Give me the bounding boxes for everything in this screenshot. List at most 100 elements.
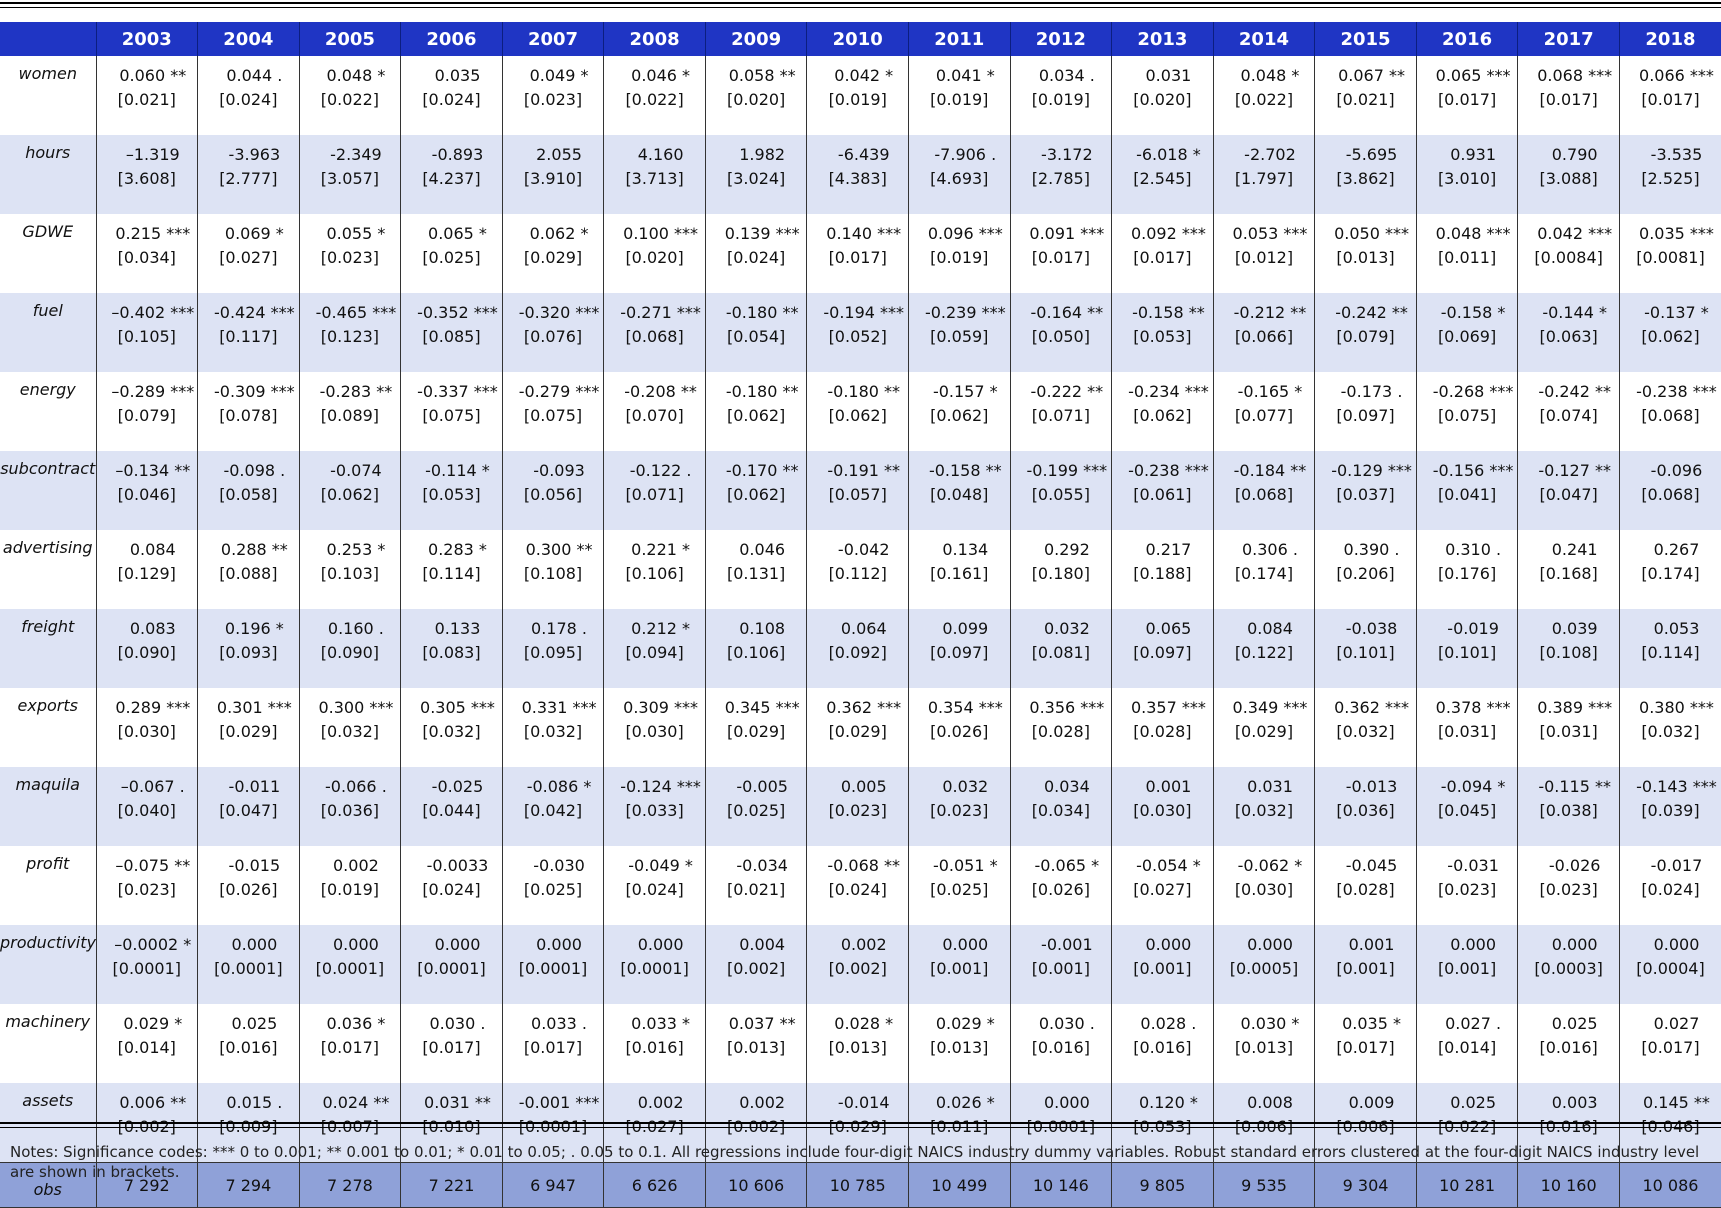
standard-error: [0.057] (828, 485, 887, 504)
estimate-cell: 0.108 [0.106] (705, 609, 808, 688)
estimate-cell: 0.002 [0.019] (299, 846, 402, 925)
standard-error: [0.047] (1539, 485, 1598, 504)
estimate-cell: 0.267 [0.174] (1619, 530, 1721, 609)
standard-error: [0.062] (320, 485, 380, 504)
coefficient: -0.129 *** (1331, 461, 1412, 480)
corner-header (0, 22, 97, 56)
estimate-cell: 0.091 *** [0.017] (1010, 214, 1113, 293)
coefficient: 0.139 *** (724, 224, 800, 243)
coefficient: -0.051 * (932, 856, 998, 875)
coefficient: 0.025 (231, 1014, 278, 1033)
coefficient: 0.032 (942, 777, 989, 796)
estimate-cell: -0.158 * [0.069] (1416, 293, 1519, 372)
standard-error: [0.206] (1336, 564, 1395, 583)
estimate-cell: 0.048 * [0.022] (1213, 56, 1316, 135)
coefficient: 0.067 ** (1338, 66, 1405, 85)
estimate-cell: 0.067 ** [0.021] (1314, 56, 1417, 135)
estimate-cell: 0.306 . [0.174] (1213, 530, 1316, 609)
estimate-cell: 0.069 * [0.027] (197, 214, 300, 293)
coefficient: –0.075 ** (115, 856, 191, 875)
estimate-cell: -0.065 * [0.026] (1010, 846, 1113, 925)
estimate-cell: 0.041 * [0.019] (908, 56, 1011, 135)
estimate-cell: 0.031 [0.020] (1111, 56, 1214, 135)
standard-error: [0.101] (1437, 643, 1497, 662)
standard-error: [0.027] (625, 1117, 684, 1136)
coefficient: -0.199 *** (1026, 461, 1108, 480)
coefficient: 0.060 ** (119, 66, 187, 85)
coefficient: 0.108 (739, 619, 786, 638)
coefficient: 0.027 (1653, 1014, 1700, 1033)
estimate-cell: -0.238 *** [0.068] (1619, 372, 1721, 451)
standard-error: [0.114] (1641, 643, 1700, 662)
estimate-cell: 0.790 [3.088] (1517, 135, 1620, 214)
estimate-cell: -7.906 . [4.693] (908, 135, 1011, 214)
standard-error: [2.525] (1641, 169, 1700, 188)
coefficient: 0.300 *** (318, 698, 394, 717)
estimate-cell: 0.084 [0.122] (1213, 609, 1316, 688)
coefficient: -0.239 *** (924, 303, 1006, 322)
standard-error: [0.041] (1437, 485, 1497, 504)
standard-error: [0.062] (930, 406, 989, 425)
coefficient: 0.027 . (1445, 1014, 1502, 1033)
coefficient: -0.238 *** (1636, 382, 1717, 401)
standard-error: [0.016] (1031, 1038, 1090, 1057)
standard-error: [0.0001] (417, 959, 486, 978)
coefficient: 0.032 (1043, 619, 1090, 638)
estimate-cell: 0.030 . [0.017] (400, 1004, 503, 1083)
standard-error: [4.383] (828, 169, 887, 188)
coefficient: -3.535 (1650, 145, 1703, 164)
standard-error: [0.176] (1437, 564, 1497, 583)
coefficient: 0.378 *** (1435, 698, 1511, 717)
coefficient: 0.037 ** (728, 1014, 796, 1033)
estimate-cell: 0.241 [0.168] (1517, 530, 1620, 609)
variable-label: exports (0, 688, 97, 767)
estimate-cell: 0.050 *** [0.013] (1314, 214, 1417, 293)
coefficient: 0.053 (1653, 619, 1700, 638)
coefficient: -0.156 *** (1432, 461, 1514, 480)
estimate-cell: 0.032 [0.023] (908, 767, 1011, 846)
standard-error: [0.068] (1641, 406, 1700, 425)
coefficient: -0.238 *** (1128, 461, 1209, 480)
standard-error: [0.024] (219, 90, 278, 109)
coefficient: 0.357 *** (1130, 698, 1206, 717)
coefficient: 0.025 (1551, 1014, 1598, 1033)
coefficient: 0.000 (231, 935, 278, 954)
estimate-cell: 0.042 *** [0.0084] (1517, 214, 1620, 293)
standard-error: [0.016] (625, 1038, 684, 1057)
standard-error: [1.797] (1234, 169, 1294, 188)
coefficient: -0.170 ** (725, 461, 799, 480)
coefficient: -0.158 * (1440, 303, 1506, 322)
variable-label: GDWE (0, 214, 97, 293)
estimate-cell: -0.066 . [0.036] (299, 767, 402, 846)
standard-error: [2.777] (219, 169, 278, 188)
standard-error: [0.021] (727, 880, 786, 899)
year-header: 2018 (1619, 22, 1721, 56)
estimate-cell: 0.031 [0.032] (1213, 767, 1316, 846)
coefficient: -0.042 (837, 540, 890, 559)
estimate-cell: 4.160 [3.713] (603, 135, 706, 214)
coefficient: -0.144 * (1542, 303, 1607, 322)
standard-error: [0.055] (1031, 485, 1090, 504)
coefficient: -6.018 * (1136, 145, 1201, 164)
standard-error: [0.174] (1641, 564, 1700, 583)
standard-error: [0.044] (422, 801, 481, 820)
standard-error: [0.083] (422, 643, 481, 662)
estimate-cell: 0.380 *** [0.032] (1619, 688, 1721, 767)
table-row: exports 0.289 *** [0.030] 0.301 *** [0.029] 0… (0, 688, 1721, 767)
coefficient: -0.096 (1650, 461, 1703, 480)
coefficient: -0.283 ** (319, 382, 393, 401)
standard-error: [0.027] (219, 248, 278, 267)
table-row: fuel –0.402 *** [0.105] -0.424 *** [0.117] -0… (0, 293, 1721, 372)
standard-error: [0.129] (117, 564, 176, 583)
standard-error: [0.022] (1437, 1117, 1497, 1136)
estimate-cell: -0.122 . [0.071] (603, 451, 706, 530)
estimate-cell: -0.212 ** [0.066] (1213, 293, 1316, 372)
standard-error: [0.026] (930, 722, 989, 741)
table-row: freight 0.083 [0.090] 0.196 * [0.093] 0.160 .… (0, 609, 1721, 688)
estimate-cell: 0.378 *** [0.031] (1416, 688, 1519, 767)
standard-error: [0.056] (523, 485, 583, 504)
standard-error: [0.0001] (112, 959, 182, 978)
estimate-cell: 0.048 *** [0.011] (1416, 214, 1519, 293)
estimate-cell: -0.137 * [0.062] (1619, 293, 1721, 372)
estimate-cell: 0.044 . [0.024] (197, 56, 300, 135)
